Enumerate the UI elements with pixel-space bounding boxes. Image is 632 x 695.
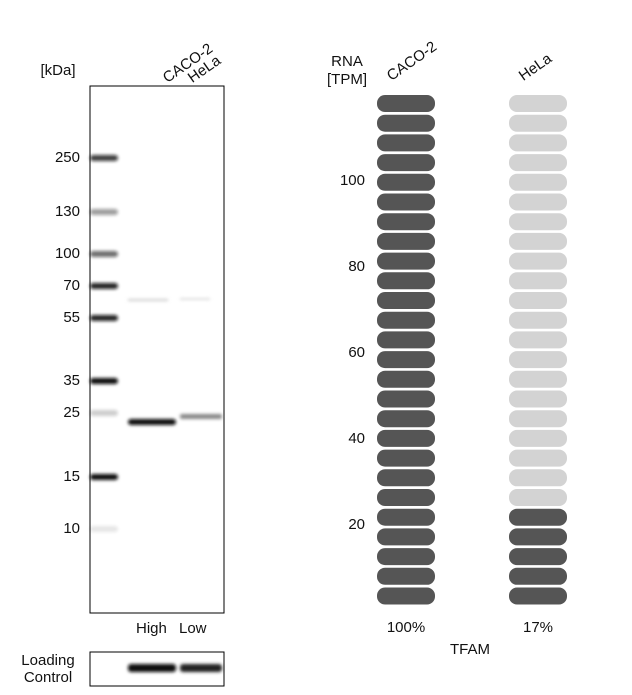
axis-title: [TPM] <box>327 71 367 88</box>
pill <box>377 489 435 506</box>
pill <box>377 173 435 191</box>
y-tick-label: 20 <box>348 516 365 533</box>
pill <box>377 370 435 388</box>
pill <box>509 114 567 132</box>
pill <box>509 213 567 231</box>
marker-band <box>90 283 118 289</box>
marker-label: 100 <box>55 245 80 262</box>
pill <box>509 410 567 428</box>
marker-label: 130 <box>55 203 80 220</box>
loading-label: Loading <box>21 652 74 669</box>
y-tick-label: 80 <box>348 258 365 275</box>
pill <box>377 390 435 408</box>
pill <box>377 213 435 231</box>
marker-label: 10 <box>63 520 80 537</box>
pill <box>509 449 567 467</box>
pill <box>377 410 435 428</box>
pill <box>509 193 567 211</box>
pill <box>377 252 435 270</box>
pill <box>377 449 435 467</box>
y-tick-label: 100 <box>340 172 365 189</box>
sample-label: HeLa <box>516 50 556 85</box>
y-tick-label: 40 <box>348 430 365 447</box>
loading-label: Control <box>24 669 72 686</box>
percent-label: 17% <box>523 619 553 636</box>
pill <box>377 114 435 132</box>
pill <box>509 292 567 309</box>
pill <box>377 548 435 566</box>
pill <box>377 331 435 349</box>
unit-label: [kDa] <box>40 62 75 79</box>
pill <box>509 489 567 506</box>
pill <box>509 154 567 172</box>
marker-label: 25 <box>63 404 80 421</box>
pill <box>509 548 567 566</box>
pill <box>509 232 567 250</box>
pill <box>377 232 435 250</box>
pill <box>377 193 435 211</box>
pill <box>377 292 435 309</box>
marker-label: 35 <box>63 372 80 389</box>
gene-label: TFAM <box>450 641 490 658</box>
pill <box>377 311 435 329</box>
y-tick-label: 60 <box>348 344 365 361</box>
pill <box>377 154 435 172</box>
marker-band <box>90 209 118 215</box>
level-label: High <box>136 620 167 637</box>
loading-bands <box>128 664 222 672</box>
pill <box>377 351 435 369</box>
marker-band <box>90 378 118 384</box>
pill <box>377 528 435 546</box>
pill <box>377 95 435 112</box>
pill <box>509 331 567 349</box>
sample-label: CACO-2 <box>384 38 440 84</box>
pill <box>509 252 567 270</box>
pill <box>509 528 567 546</box>
pill <box>377 429 435 447</box>
pill-column <box>377 95 435 605</box>
percent-label: 100% <box>387 619 425 636</box>
pill <box>377 469 435 487</box>
pill <box>509 567 567 585</box>
pill <box>509 351 567 369</box>
pill <box>377 508 435 526</box>
pill <box>377 567 435 585</box>
marker-label: 15 <box>63 468 80 485</box>
marker-band <box>90 315 118 321</box>
pill <box>509 311 567 329</box>
pill <box>509 390 567 408</box>
axis-title: RNA <box>331 53 363 70</box>
marker-band <box>90 251 118 257</box>
marker-band <box>90 526 118 532</box>
blot-bands <box>128 298 222 425</box>
pill <box>509 429 567 447</box>
pill <box>377 134 435 152</box>
pill <box>509 272 567 290</box>
marker-band <box>90 410 118 416</box>
blot-frame <box>89 85 225 614</box>
pill <box>509 508 567 526</box>
pill <box>377 587 435 605</box>
pill <box>509 173 567 191</box>
pill <box>509 469 567 487</box>
pill <box>509 95 567 112</box>
pill-column <box>509 95 567 605</box>
pill <box>377 272 435 290</box>
pill <box>509 587 567 605</box>
level-label: Low <box>179 620 207 637</box>
marker-band <box>90 474 118 480</box>
marker-band <box>90 155 118 161</box>
marker-label: 55 <box>63 309 80 326</box>
pill <box>509 370 567 388</box>
pill <box>509 134 567 152</box>
marker-label: 250 <box>55 149 80 166</box>
marker-label: 70 <box>63 277 80 294</box>
